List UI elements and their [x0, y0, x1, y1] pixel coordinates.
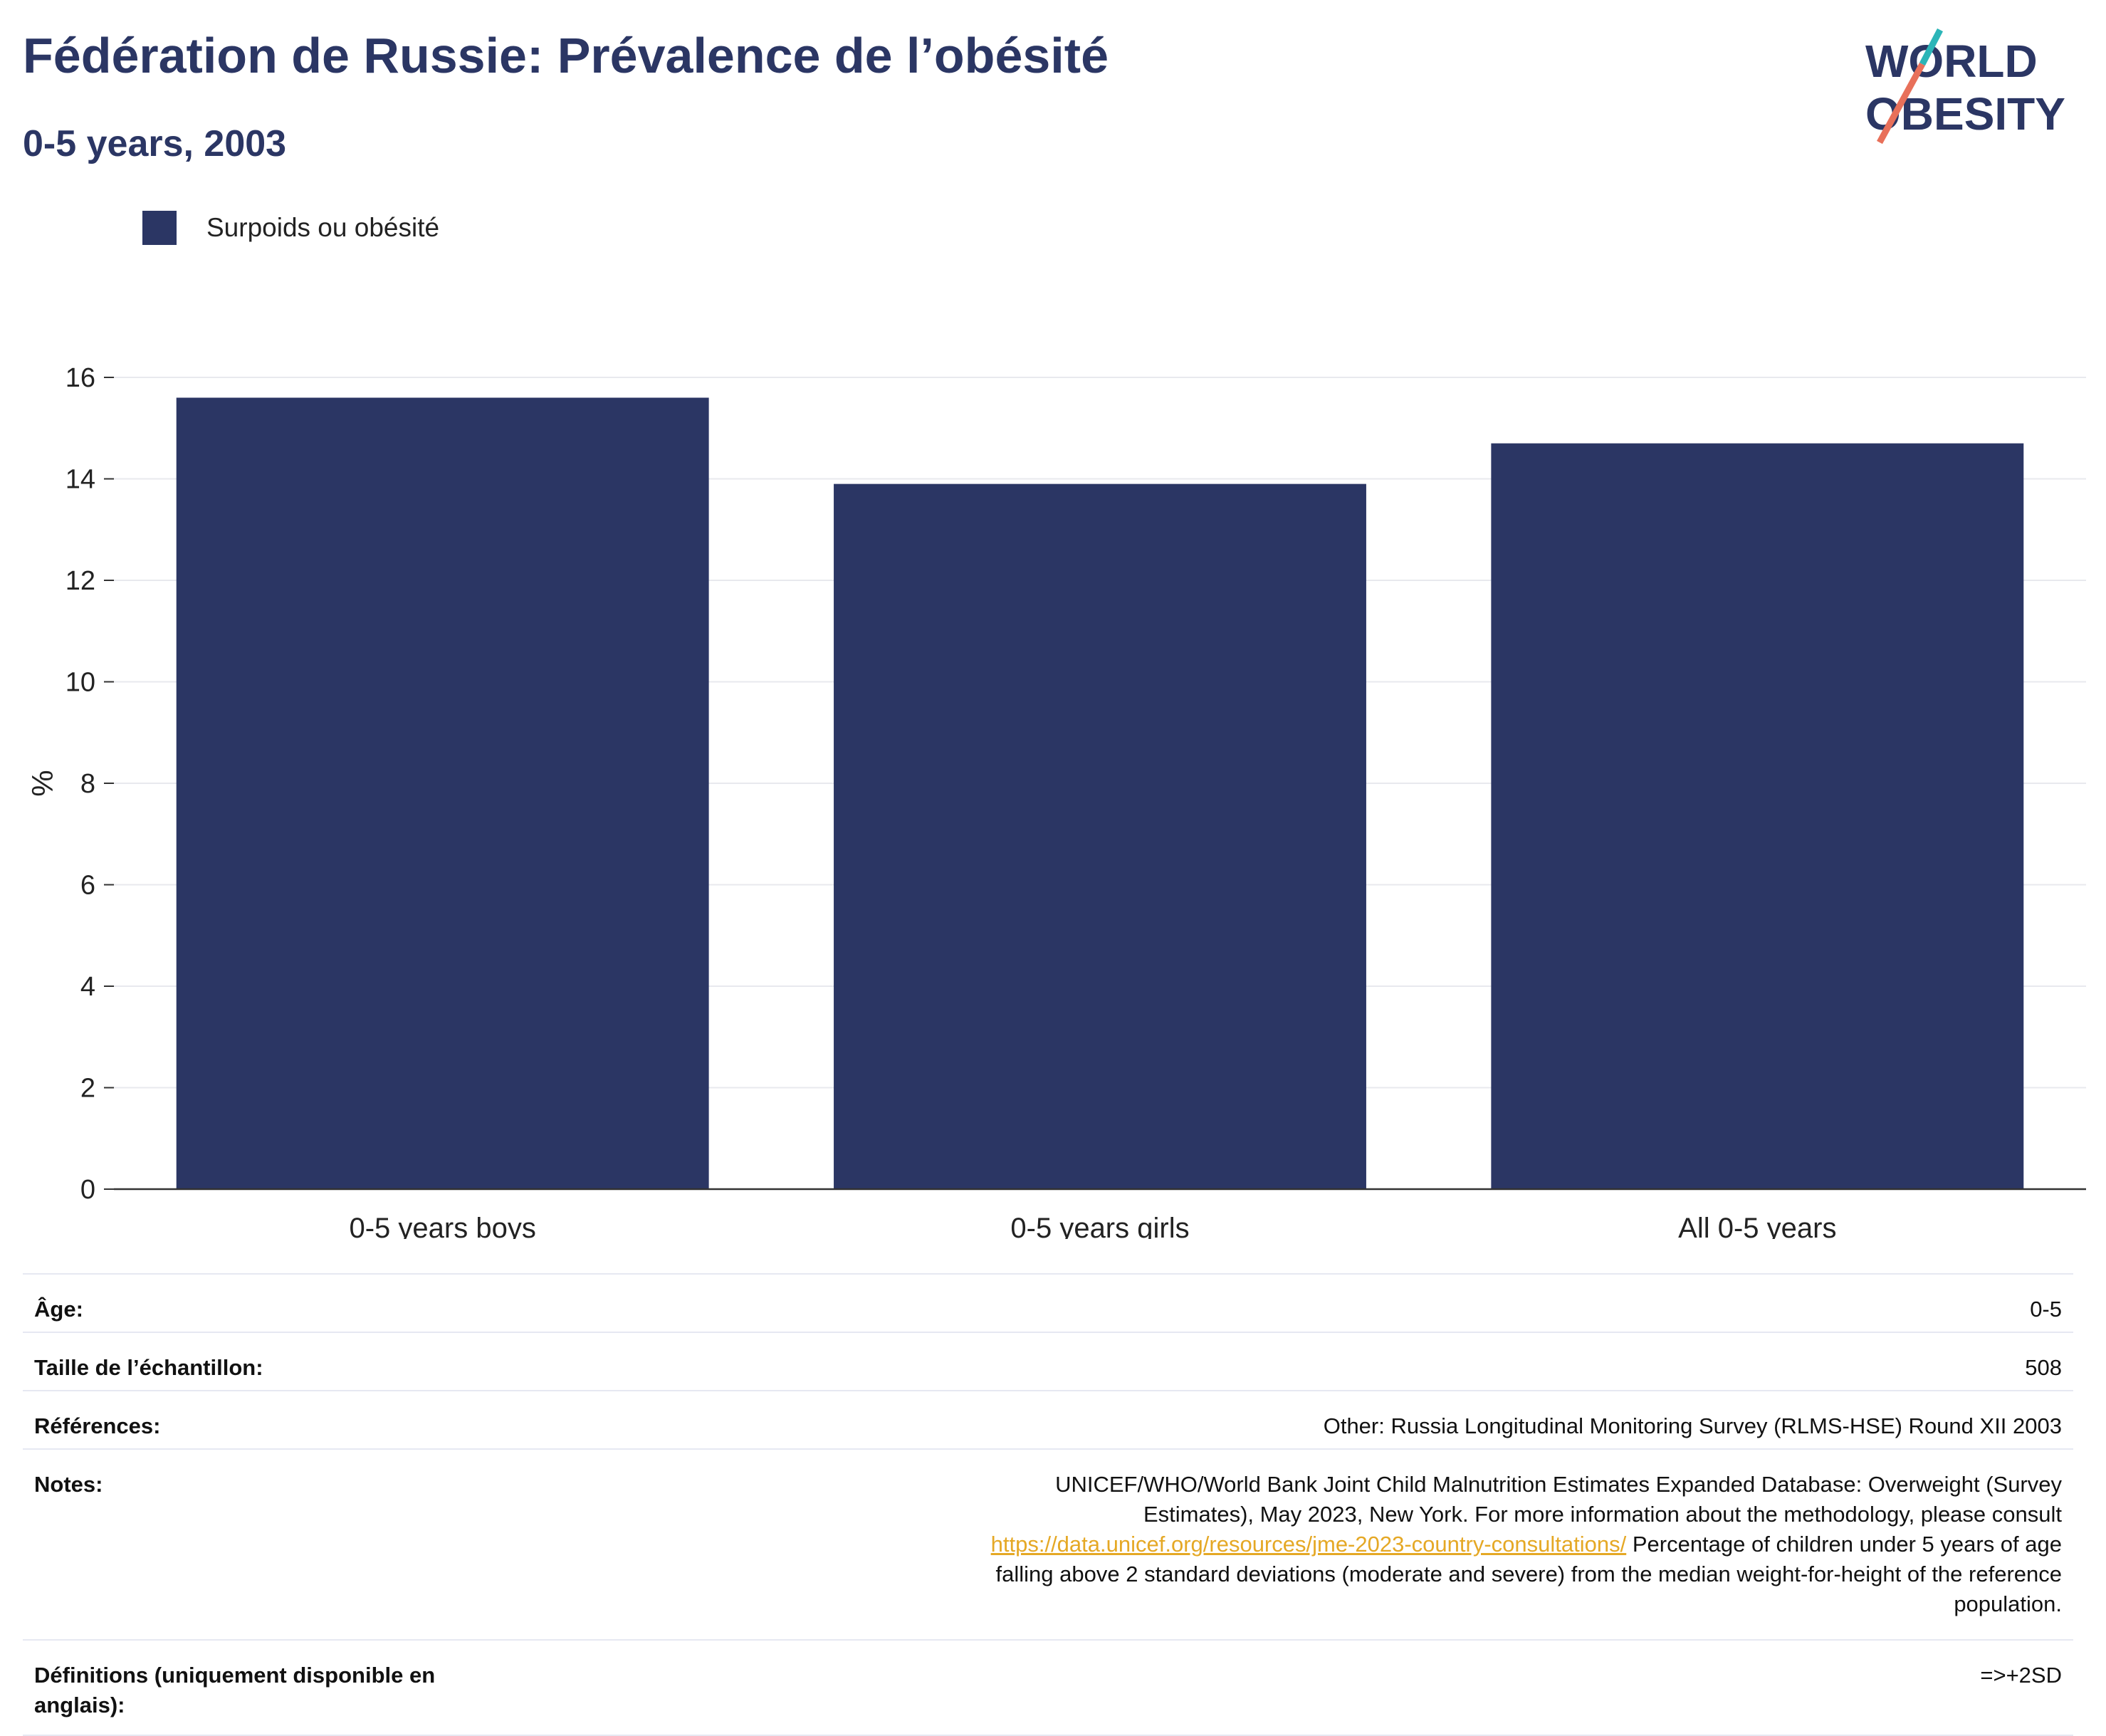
legend-swatch: [142, 211, 177, 245]
info-row-definitions: Définitions (uniquement disponible en an…: [23, 1639, 2073, 1736]
age-label: Âge:: [23, 1273, 544, 1332]
bar: [1491, 443, 2024, 1189]
definitions-label: Définitions (uniquement disponible en an…: [23, 1639, 544, 1736]
legend-label: Surpoids ou obésité: [206, 213, 440, 242]
notes-label: Notes:: [23, 1448, 544, 1640]
y-tick-label: 12: [66, 566, 95, 596]
svg-text:WORLD: WORLD: [1865, 36, 2038, 87]
world-obesity-logo: WORLD OBESITY: [1865, 28, 2065, 145]
bar-chart: 0 2 4 6 8 10 12 14 16 0-5 years boys 0-5 years gir…: [26, 363, 2086, 1239]
x-tick-label: 0-5 years boys: [349, 1213, 535, 1239]
y-tick-label: 14: [66, 465, 95, 495]
x-tick-label: 0-5 years girls: [1010, 1213, 1189, 1239]
notes-text-1: UNICEF/WHO/World Bank Joint Child Malnut…: [1055, 1472, 2062, 1527]
notes-value: UNICEF/WHO/World Bank Joint Child Malnut…: [544, 1448, 2073, 1640]
chart-subtitle: 0-5 years, 2003: [23, 123, 287, 164]
definitions-value: =>+2SD: [544, 1639, 2073, 1736]
info-row-references: Références: Other: Russia Longitudinal M…: [23, 1390, 2073, 1449]
notes-link[interactable]: https://data.unicef.org/resources/jme-20…: [990, 1532, 1627, 1557]
x-tick-label: All 0-5 years: [1678, 1213, 1836, 1239]
notes-text-2: Percentage of children under 5 years of …: [995, 1532, 2062, 1616]
y-tick-label: 6: [80, 871, 95, 901]
bar: [834, 483, 1366, 1189]
info-row-age: Âge: 0-5: [23, 1273, 2073, 1332]
y-tick-label: 8: [80, 769, 95, 799]
y-axis-label: %: [26, 770, 59, 796]
info-table: Âge: 0-5 Taille de l’échantillon: 508 Ré…: [23, 1273, 2073, 1736]
age-value: 0-5: [544, 1273, 2073, 1332]
y-tick-label: 0: [80, 1175, 95, 1205]
references-label: Références:: [23, 1390, 544, 1449]
info-row-sample: Taille de l’échantillon: 508: [23, 1332, 2073, 1391]
y-tick-label: 10: [66, 668, 95, 698]
sample-label: Taille de l’échantillon:: [23, 1332, 544, 1391]
references-value: Other: Russia Longitudinal Monitoring Su…: [544, 1390, 2073, 1449]
sample-value: 508: [544, 1332, 2073, 1391]
legend: Surpoids ou obésité: [142, 211, 439, 245]
y-tick-label: 4: [80, 972, 95, 1002]
chart-title: Fédération de Russie: Prévalence de l’ob…: [23, 28, 1109, 83]
y-tick-label: 16: [66, 363, 95, 393]
info-row-notes: Notes: UNICEF/WHO/World Bank Joint Child…: [23, 1448, 2073, 1640]
y-tick-label: 2: [80, 1074, 95, 1104]
bar: [176, 397, 709, 1189]
